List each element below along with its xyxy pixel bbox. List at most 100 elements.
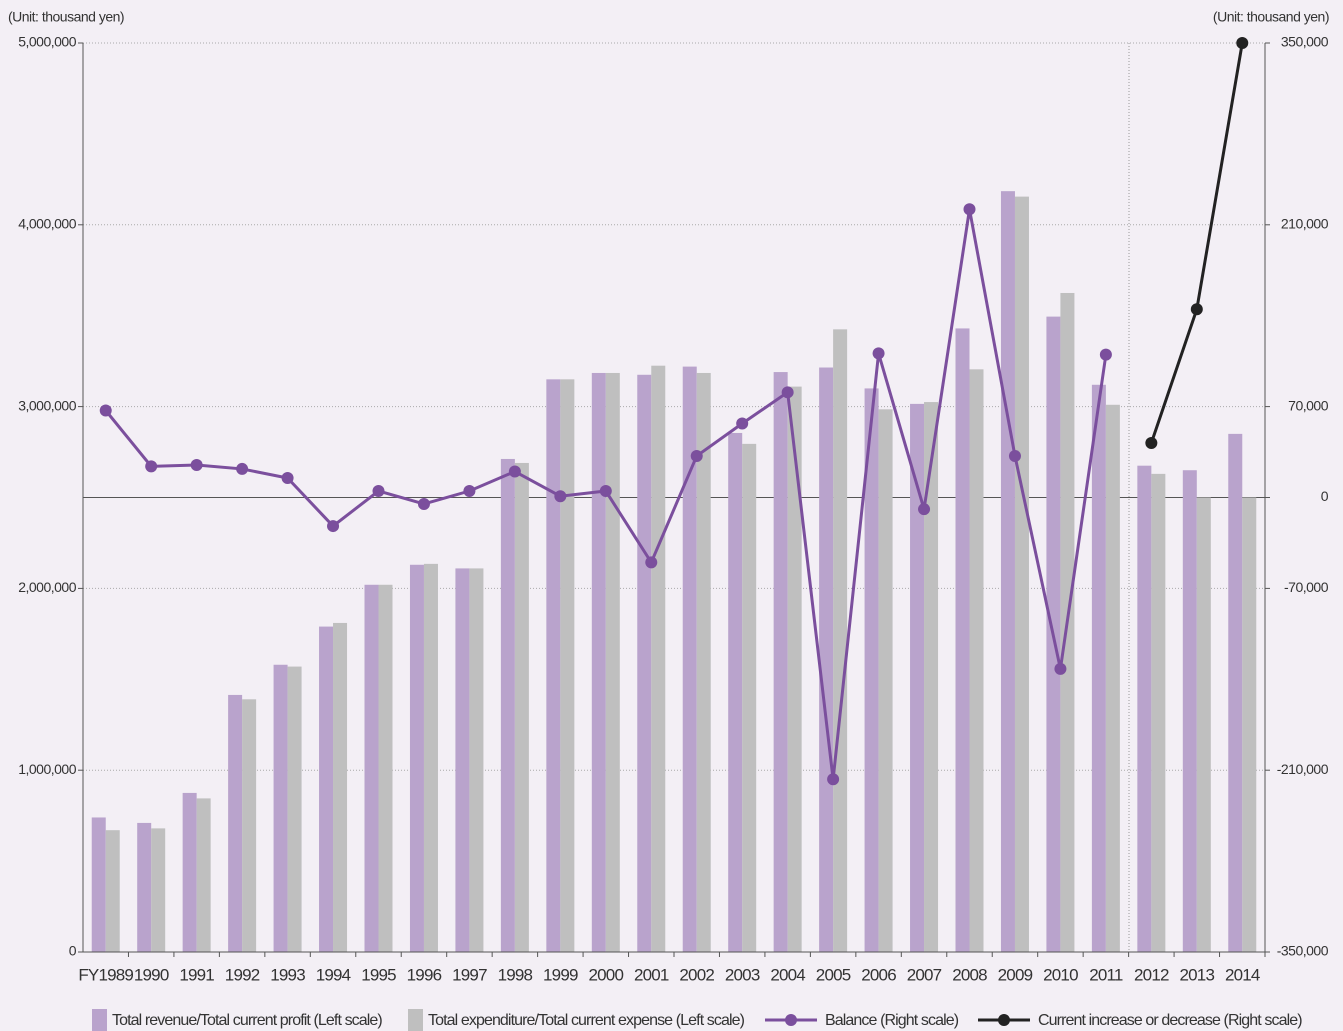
- bar: [605, 372, 620, 952]
- x-tick-label: 1995: [361, 965, 396, 984]
- y-tick-label: 1,000,000: [18, 761, 76, 777]
- bar: [333, 622, 348, 952]
- bar: [1105, 404, 1120, 953]
- legend-swatch: [92, 1009, 107, 1031]
- legend-label: Total revenue/Total current profit (Left…: [112, 1012, 382, 1029]
- x-tick-label: 1990: [134, 965, 169, 984]
- x-tick-label: 2013: [1179, 965, 1214, 984]
- y-tick-label: 4,000,000: [18, 216, 76, 232]
- x-tick-label: 2006: [861, 965, 896, 984]
- y2-tick-label: 70,000: [1288, 397, 1329, 413]
- bar: [924, 402, 939, 952]
- marker: [1099, 348, 1112, 361]
- bar: [742, 443, 757, 952]
- x-tick-label: 2012: [1134, 965, 1169, 984]
- bar: [787, 386, 802, 952]
- y2-tick-label: 0: [1321, 488, 1329, 504]
- x-tick-label: 1998: [498, 965, 533, 984]
- y-tick-label: 0: [69, 943, 77, 959]
- marker: [145, 460, 158, 473]
- y2-tick-label: 210,000: [1281, 216, 1329, 232]
- marker: [554, 490, 567, 503]
- bar: [1228, 433, 1243, 952]
- bar: [696, 372, 711, 952]
- x-tick-label: 2007: [907, 965, 942, 984]
- marker: [1145, 436, 1158, 449]
- bar: [91, 817, 106, 952]
- bar: [819, 367, 834, 952]
- bar: [833, 329, 848, 953]
- marker: [1054, 662, 1067, 675]
- marker: [736, 417, 749, 430]
- legend-swatch: [408, 1009, 423, 1031]
- x-tick-label: 2004: [770, 965, 805, 984]
- bar: [878, 409, 893, 952]
- bar: [1000, 191, 1015, 953]
- marker: [872, 347, 885, 360]
- bar: [1242, 497, 1257, 952]
- bar: [1151, 473, 1166, 952]
- x-tick-label: 1991: [179, 965, 214, 984]
- marker: [281, 472, 294, 485]
- x-tick-label: 2009: [998, 965, 1033, 984]
- bar: [1196, 497, 1211, 952]
- x-tick-label: 1999: [543, 965, 578, 984]
- marker: [599, 485, 612, 498]
- marker: [236, 462, 249, 475]
- bar: [500, 458, 515, 952]
- bar: [1182, 470, 1197, 952]
- x-tick-label: 1993: [270, 965, 305, 984]
- legend-label: Balance (Right scale): [825, 1012, 959, 1029]
- bar: [423, 563, 438, 952]
- bar: [682, 366, 697, 952]
- marker: [918, 503, 931, 516]
- bar: [196, 798, 211, 952]
- bar: [364, 584, 379, 952]
- bar: [273, 664, 288, 952]
- x-tick-label: FY1989: [78, 965, 133, 984]
- bar: [560, 379, 575, 953]
- x-tick-label: 1992: [225, 965, 260, 984]
- marker: [372, 485, 385, 498]
- y-axis-label: (Unit: thousand yen): [8, 9, 124, 25]
- bar: [469, 568, 484, 952]
- x-tick-label: 2005: [816, 965, 851, 984]
- marker: [781, 386, 794, 399]
- x-tick-label: 2011: [1089, 965, 1123, 984]
- bar: [728, 432, 743, 952]
- bar: [864, 388, 879, 952]
- marker: [827, 773, 840, 786]
- marker: [417, 497, 430, 510]
- x-tick-label: 1994: [316, 965, 351, 984]
- bar: [137, 822, 152, 952]
- x-tick-label: 1997: [452, 965, 487, 984]
- bar: [319, 626, 334, 952]
- marker: [1190, 303, 1203, 316]
- x-tick-label: 2014: [1225, 965, 1260, 984]
- bar: [409, 564, 424, 952]
- legend-label: Current increase or decrease (Right scal…: [1038, 1012, 1302, 1029]
- y2-tick-label: -70,000: [1284, 579, 1329, 595]
- bar: [151, 828, 166, 952]
- bar: [591, 372, 606, 952]
- marker: [508, 465, 521, 478]
- bar: [651, 365, 666, 952]
- bar: [105, 830, 120, 952]
- y2-axis-label: (Unit: thousand yen): [1213, 9, 1329, 25]
- y-tick-label: 3,000,000: [18, 397, 76, 413]
- x-tick-label: 2003: [725, 965, 760, 984]
- y2-tick-label: 350,000: [1281, 34, 1329, 50]
- legend-swatch: [785, 1014, 797, 1026]
- bar: [955, 328, 970, 952]
- legend-label: Total expenditure/Total current expense …: [428, 1012, 745, 1029]
- marker: [190, 459, 203, 472]
- y2-tick-label: -350,000: [1277, 943, 1329, 959]
- x-tick-label: 2001: [634, 965, 669, 984]
- bar: [1091, 384, 1106, 952]
- x-tick-label: 2010: [1043, 965, 1078, 984]
- bar: [1137, 465, 1152, 952]
- y2-tick-label: -210,000: [1277, 761, 1329, 777]
- x-tick-label: 2008: [952, 965, 987, 984]
- x-tick-label: 1996: [407, 965, 442, 984]
- bar: [378, 584, 393, 952]
